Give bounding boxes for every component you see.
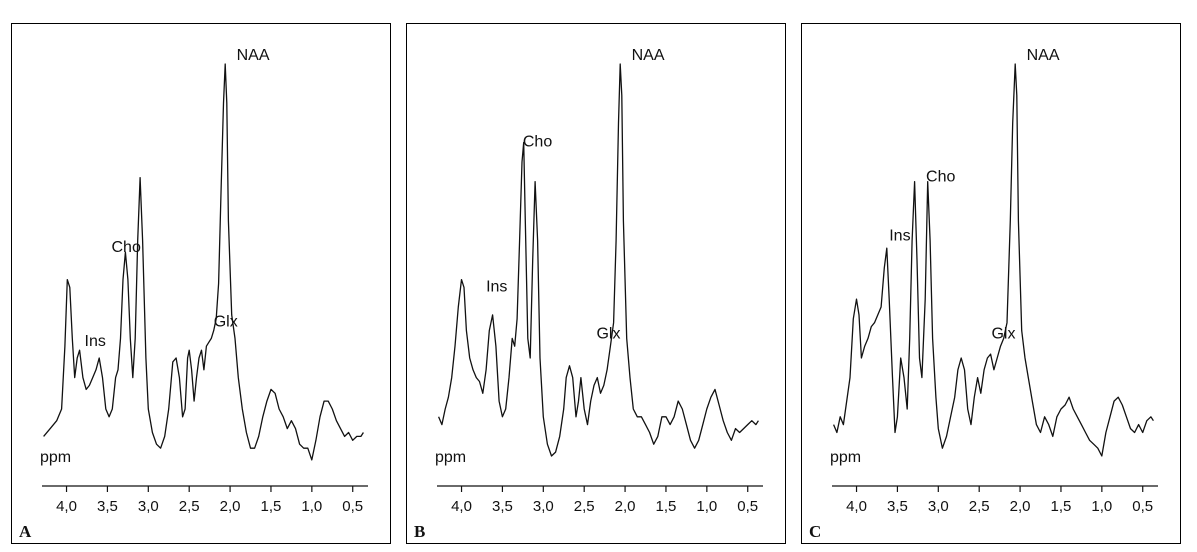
spectrum-chart: 4,0 3,5 3,0 2,5 2,0 1,5 1,0 0,5 NAA Cho Ins Glx ppm A: [19, 47, 368, 541]
x-axis-label: ppm: [40, 449, 71, 466]
peak-label-cho: Cho: [523, 133, 552, 150]
x-tick-label: 4,0: [451, 498, 472, 515]
peak-label-glx: Glx: [596, 325, 620, 342]
panel-letter: B: [414, 522, 425, 541]
x-tick-label: 1,5: [1051, 498, 1072, 515]
x-tick-label: 2,5: [574, 498, 595, 515]
x-tick-label: 1,0: [1091, 498, 1112, 515]
x-tick-label: 2,5: [179, 498, 200, 515]
x-tick-label: 1,0: [301, 498, 322, 515]
spectrum-chart: 4,0 3,5 3,0 2,5 2,0 1,5 1,0 0,5 NAA Cho Ins Glx ppm B: [414, 47, 763, 541]
x-tick-label: 4,0: [846, 498, 867, 515]
x-tick-label: 3,5: [887, 498, 908, 515]
peak-label-naa: NAA: [1027, 47, 1060, 64]
x-tick-label: 2,0: [1010, 498, 1031, 515]
x-tick-label: 2,5: [969, 498, 990, 515]
x-tick-label: 1,0: [696, 498, 717, 515]
x-tick-label: 2,0: [615, 498, 636, 515]
x-tick-label: 0,5: [737, 498, 758, 515]
x-tick-label: 2,0: [220, 498, 241, 515]
peak-label-naa: NAA: [237, 47, 270, 64]
spectrum-line: [833, 63, 1154, 457]
x-tick-label: 3,0: [928, 498, 949, 515]
x-tick-label: 3,5: [97, 498, 118, 515]
peak-label-ins: Ins: [486, 278, 507, 295]
x-tick-label: 0,5: [1132, 498, 1153, 515]
peak-label-glx: Glx: [214, 314, 238, 331]
x-tick-label: 0,5: [342, 498, 363, 515]
peak-label-glx: Glx: [991, 325, 1015, 342]
peak-label-naa: NAA: [632, 47, 665, 64]
panel-letter: C: [809, 522, 821, 541]
spectrum-chart: 4,0 3,5 3,0 2,5 2,0 1,5 1,0 0,5 NAA Cho Ins Glx ppm C: [809, 47, 1158, 541]
panel-letter: A: [19, 522, 32, 541]
spectrum-panel-b: 4,0 3,5 3,0 2,5 2,0 1,5 1,0 0,5 NAA Cho Ins Glx ppm B: [406, 23, 786, 544]
x-tick-label: 3,0: [533, 498, 554, 515]
spectrum-panel-a: 4,0 3,5 3,0 2,5 2,0 1,5 1,0 0,5 NAA Cho Ins Glx ppm A: [11, 23, 391, 544]
x-tick-label: 4,0: [56, 498, 77, 515]
x-axis-label: ppm: [830, 449, 861, 466]
x-axis-label: ppm: [435, 449, 466, 466]
peak-label-ins: Ins: [889, 227, 910, 244]
spectrum-line: [43, 63, 364, 461]
spectrum-line: [438, 63, 759, 457]
peak-label-ins: Ins: [85, 333, 106, 350]
x-tick-label: 1,5: [656, 498, 677, 515]
x-tick-label: 1,5: [261, 498, 282, 515]
peak-label-cho: Cho: [112, 239, 141, 256]
x-tick-label: 3,0: [138, 498, 159, 515]
x-tick-label: 3,5: [492, 498, 513, 515]
peak-label-cho: Cho: [926, 169, 955, 186]
spectrum-panel-c: 4,0 3,5 3,0 2,5 2,0 1,5 1,0 0,5 NAA Cho Ins Glx ppm C: [801, 23, 1181, 544]
